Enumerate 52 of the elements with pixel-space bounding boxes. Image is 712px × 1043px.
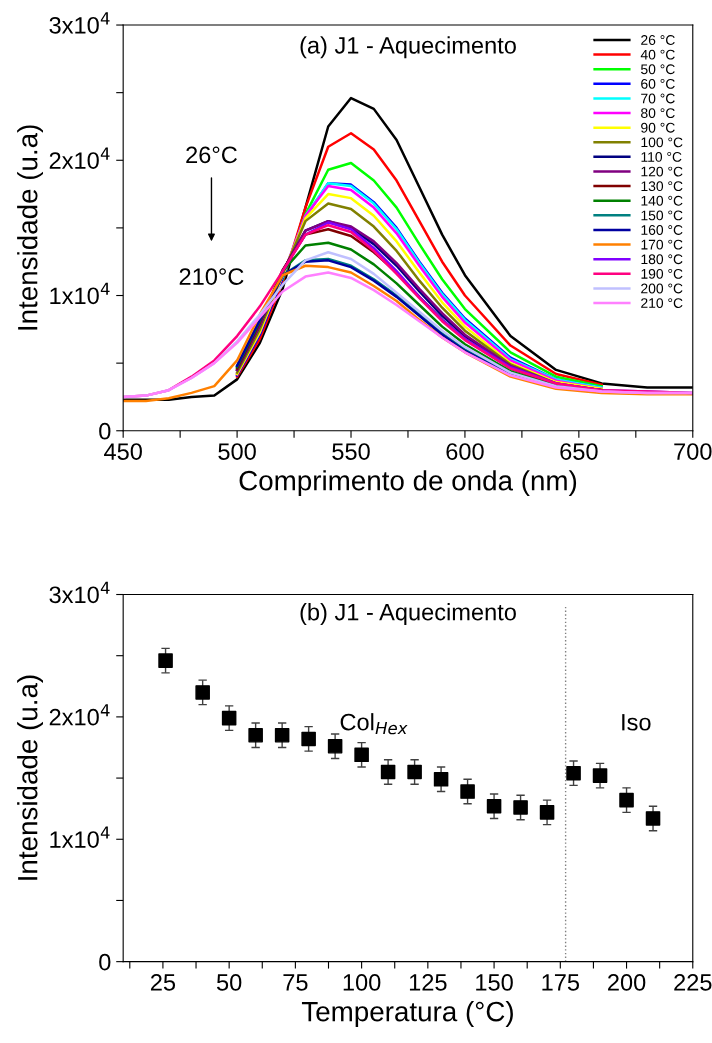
x-axis-title: Temperatura (°C) [301,1001,513,1027]
chart-title: (b) J1 - Aquecimento [300,603,516,626]
legend-label: 50 °C [641,64,675,75]
x-tick-label: 150 [476,974,513,991]
x-tick-label: 25 [150,974,176,991]
annotation: Col$_{Hex}$ [340,713,408,735]
x-tick-label: 600 [446,443,484,460]
chart-title: (a) J1 - Aquecimento [300,36,516,59]
y-tick-label: 2x10$^{4}$ [49,147,110,169]
x-tick-label: 50 [216,974,242,991]
legend-label: 40 °C [640,49,675,60]
y-tick-label: 0 [99,953,111,971]
x-tick-label: 175 [542,974,580,991]
legend-label: 60 °C [641,78,675,89]
x-tick-label: 500 [218,443,256,460]
y-tick-label: 1x10$^{4}$ [50,826,110,848]
x-tick-label: 650 [560,443,598,460]
legend-label: 70 °C [641,93,675,104]
legend-label: 100 °C [641,137,683,148]
y-tick-label: 1x10$^{4}$ [50,282,110,305]
annotation: Iso [622,714,651,731]
legend-label: 200 °C [641,283,683,294]
legend-label: 130 °C [641,181,683,192]
x-tick-label: 550 [332,443,370,460]
x-tick-label: 700 [674,443,712,460]
legend-label: 140 °C [641,195,683,206]
legend-label: 26 °C [641,35,675,45]
legend-label: 110 °C [641,152,682,162]
annotation: 26°C [186,146,237,164]
y-tick-label: 2x10$^{4}$ [49,704,110,726]
legend-label: 180 °C [641,254,683,265]
legend-label: 190 °C [641,268,683,279]
x-axis-title: Comprimento de onda (nm) [239,470,577,497]
x-tick-label: 100 [343,974,381,991]
legend-label: 80 °C [641,108,675,119]
y-axis-title: Intensidade (u.a) [17,675,43,880]
x-tick-label: 125 [409,974,447,991]
legend-label: 150 °C [641,210,683,221]
y-axis-title: Intensidade (u.a) [17,125,43,330]
legend-label: 170 °C [641,239,683,250]
y-tick-label: 3x10$^{4}$ [49,581,110,604]
legend-label: 120 °C [641,166,683,177]
y-tick-label: 0 [99,422,111,440]
legend-label: 210 °C [641,298,683,308]
x-tick-label: 200 [608,974,646,991]
legend-label: 90 °C [641,122,675,133]
y-tick-label: 3x10$^{4}$ [49,12,110,34]
x-tick-label: 450 [104,443,142,460]
legend-label: 160 °C [641,225,683,235]
annotation: 210°C [179,268,244,285]
x-tick-label: 75 [283,974,308,991]
x-tick-label: 225 [674,974,712,991]
